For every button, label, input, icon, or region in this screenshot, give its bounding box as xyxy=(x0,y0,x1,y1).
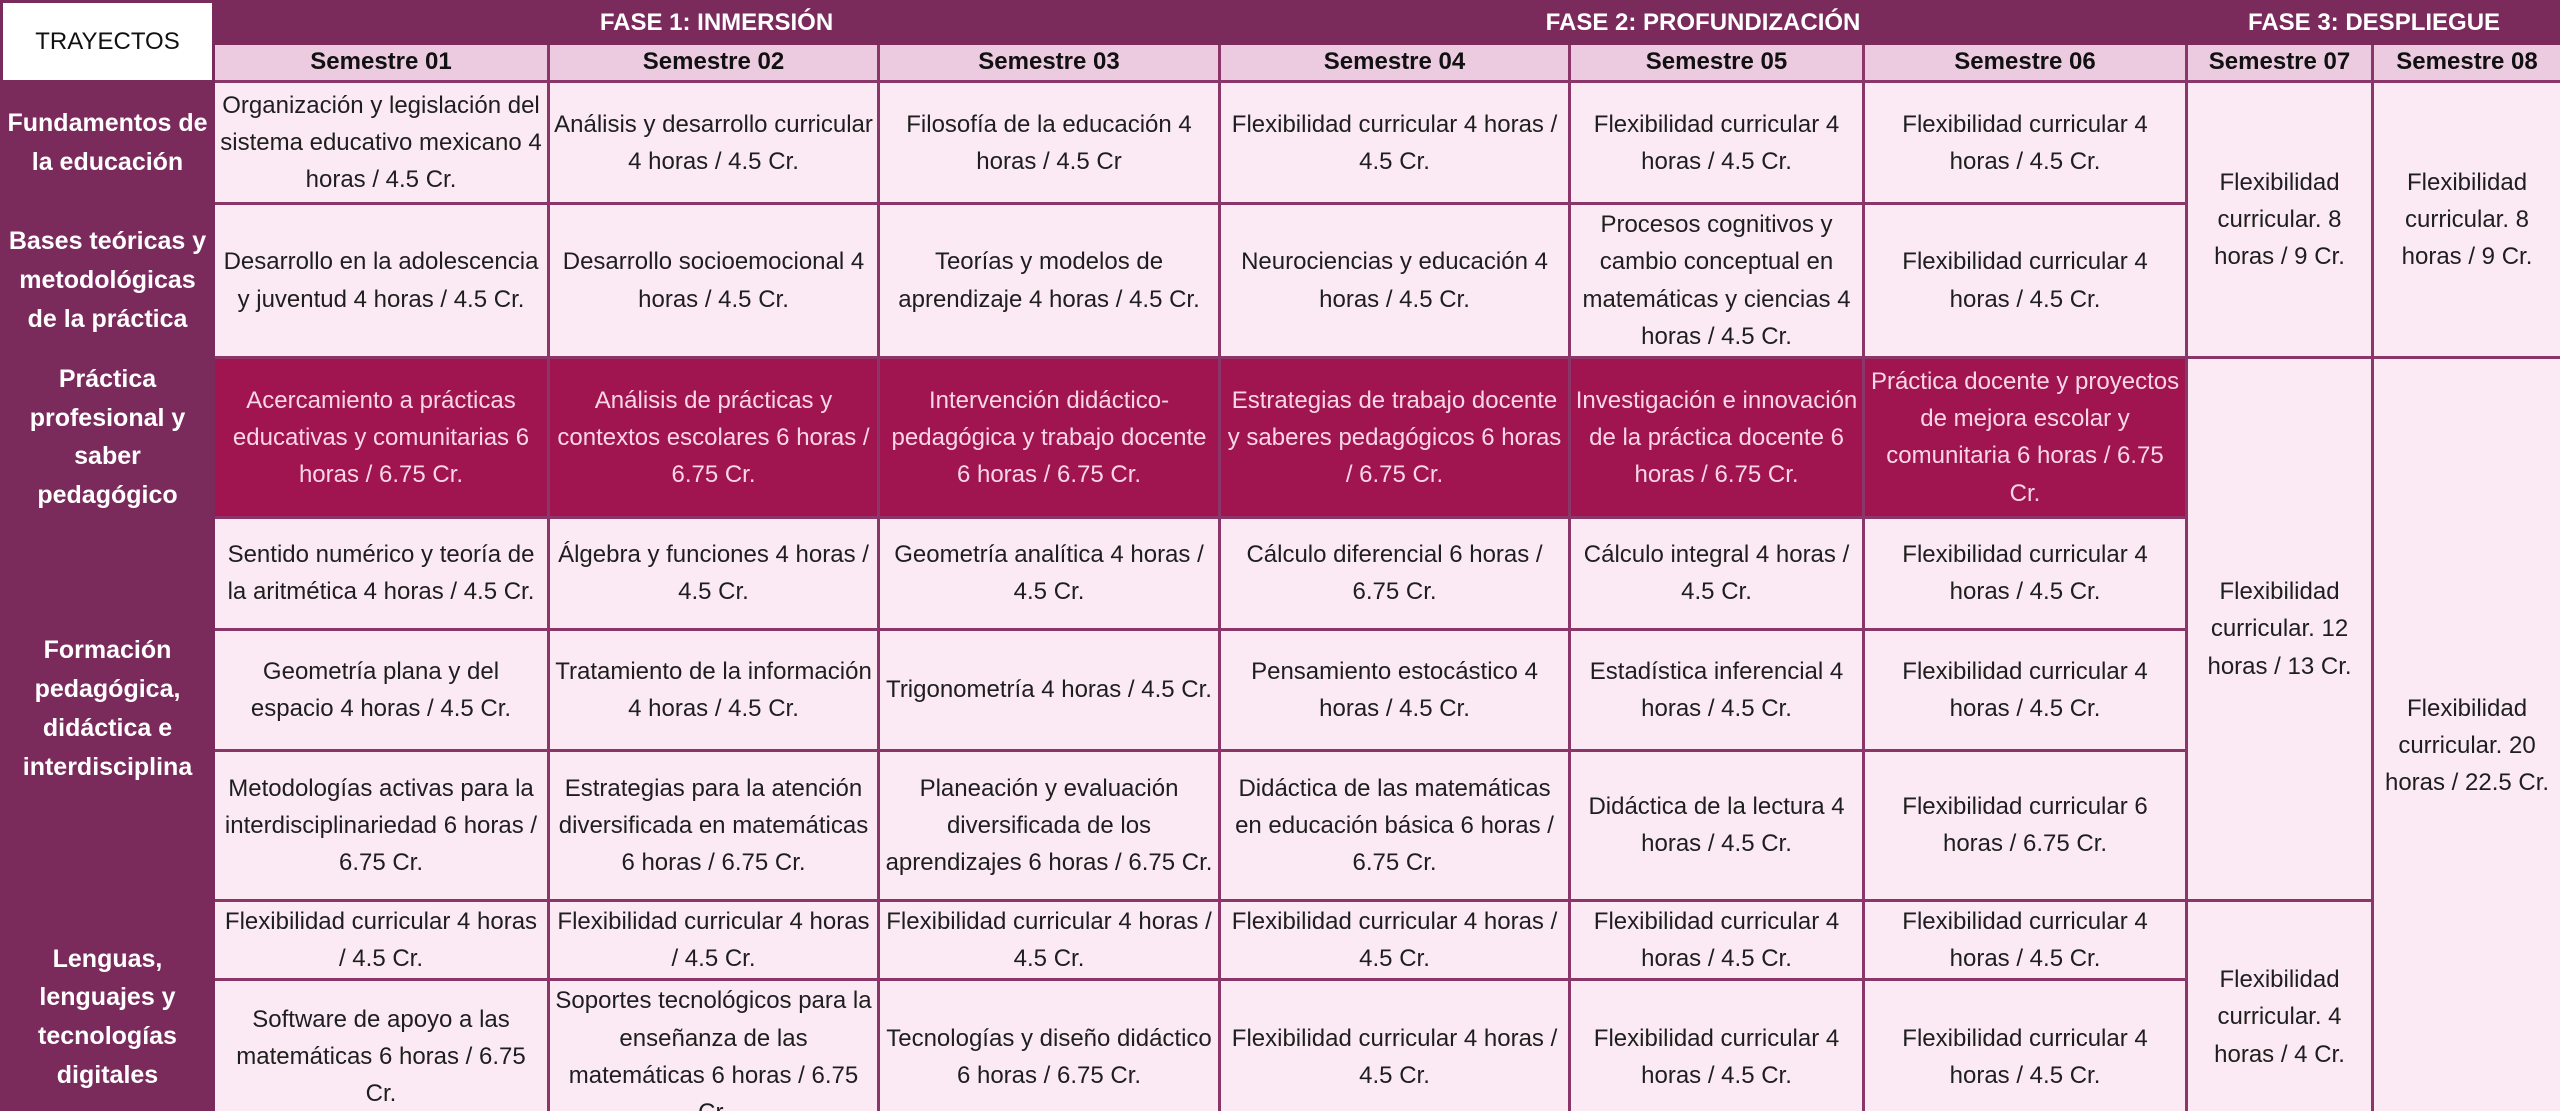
trayecto-label: Práctica profesional y saber pedagógico xyxy=(0,355,215,519)
course-cell: Flexibilidad curricular 4 horas / 4.5 Cr… xyxy=(1568,898,1866,982)
course-cell: Tratamiento de la información 4 horas / … xyxy=(547,627,880,752)
course-cell: Soportes tecnológicos para la enseñanza … xyxy=(547,978,880,1111)
course-cell: Estrategias de trabajo docente y saberes… xyxy=(1218,355,1572,519)
course-cell: Flexibilidad curricular 4 horas / 4.5 Cr… xyxy=(1862,898,2189,982)
flex-cell: Flexibilidad curricular. 12 horas / 13 C… xyxy=(2185,355,2375,902)
semester-header: Semestre 04 xyxy=(1218,42,1572,84)
course-cell: Flexibilidad curricular 4 horas / 4.5 Cr… xyxy=(1568,80,1866,206)
course-cell: Didáctica de las matemáticas en educació… xyxy=(1218,748,1572,902)
table-row: Software de apoyo a las matemáticas 6 ho… xyxy=(2,978,2560,1111)
flex-cell: Flexibilidad curricular. 20 horas / 22.5… xyxy=(2371,355,2560,1111)
table-row: Formación pedagógica, didáctica e interd… xyxy=(0,515,2560,902)
flex-cell: Flexibilidad curricular. 8 horas / 9 Cr. xyxy=(2185,80,2375,359)
table-row: Semestre 01 Semestre 02 Semestre 03 Semestr… xyxy=(2,42,2560,84)
semester-header: Semestre 01 xyxy=(212,42,550,84)
table-row: Lenguas, lenguajes y tecnologías digital… xyxy=(0,898,2560,1111)
course-cell: Flexibilidad curricular 4 horas / 4.5 Cr… xyxy=(1862,80,2189,206)
course-cell: Didáctica de la lectura 4 horas / 4.5 Cr… xyxy=(1568,748,1866,902)
table-row: Metodologías activas para la interdiscip… xyxy=(2,748,2560,902)
phase-title: FASE 2: PROFUNDIZACIÓN xyxy=(1218,0,2189,46)
course-cell: Organización y legislación del sistema e… xyxy=(212,80,550,206)
table-row: Fundamentos de la educación Organización … xyxy=(0,80,2560,359)
course-cell: Acercamiento a prácticas educativas y co… xyxy=(212,355,550,519)
course-cell: Flexibilidad curricular 4 horas / 4.5 Cr… xyxy=(1862,202,2189,359)
course-cell: Flexibilidad curricular 4 horas / 4.5 Cr… xyxy=(1862,515,2189,631)
course-cell: Desarrollo socioemocional 4 horas / 4.5 … xyxy=(547,202,880,359)
course-cell: Cálculo integral 4 horas / 4.5 Cr. xyxy=(1568,515,1866,631)
semester-header: Semestre 07 xyxy=(2185,42,2375,84)
course-cell: Investigación e innovación de la práctic… xyxy=(1568,355,1866,519)
course-cell: Sentido numérico y teoría de la aritméti… xyxy=(212,515,550,631)
semester-header: Semestre 05 xyxy=(1568,42,1866,84)
course-cell: Práctica docente y proyectos de mejora e… xyxy=(1862,355,2189,519)
course-cell: Procesos cognitivos y cambio conceptual … xyxy=(1568,202,1866,359)
course-cell: Flexibilidad curricular 4 horas / 4.5 Cr… xyxy=(547,898,880,982)
semester-header: Semestre 06 xyxy=(1862,42,2189,84)
course-cell: Planeación y evaluación diversificada de… xyxy=(876,748,1222,902)
course-cell: Flexibilidad curricular 4 horas / 4.5 Cr… xyxy=(1218,898,1572,982)
trayecto-label: Bases teóricas y metodológicas de la prá… xyxy=(0,202,215,359)
course-cell: Neurociencias y educación 4 horas / 4.5 … xyxy=(1218,202,1572,359)
phase-title: FASE 1: INMERSIÓN xyxy=(211,0,1222,46)
course-cell: Análisis de prácticas y contextos escola… xyxy=(547,355,880,519)
course-cell: Análisis y desarrollo curricular 4 horas… xyxy=(547,80,880,206)
course-cell: Desarrollo en la adolescencia y juventud… xyxy=(212,202,550,359)
course-cell: Flexibilidad curricular 4 horas / 4.5 Cr… xyxy=(1862,627,2189,752)
course-cell: Flexibilidad curricular 4 horas / 4.5 Cr… xyxy=(1862,978,2189,1111)
course-cell: Teorías y modelos de aprendizaje 4 horas… xyxy=(876,202,1222,359)
semester-header: Semestre 02 xyxy=(547,42,880,84)
course-cell: Estadística inferencial 4 horas / 4.5 Cr… xyxy=(1568,627,1866,752)
table-row: TRAYECTOS FASE 1: INMERSIÓN FASE 2: PROFUN… xyxy=(0,0,2560,84)
phase-title: FASE 3: DESPLIEGUE xyxy=(2185,0,2560,46)
trayecto-label: Lenguas, lenguajes y tecnologías digital… xyxy=(0,898,215,1111)
course-cell: Tecnologías y diseño didáctico 6 horas /… xyxy=(876,978,1222,1111)
course-cell: Metodologías activas para la interdiscip… xyxy=(212,748,550,902)
course-cell: Flexibilidad curricular 4 horas / 4.5 Cr… xyxy=(876,898,1222,982)
flex-cell: Flexibilidad curricular. 8 horas / 9 Cr. xyxy=(2371,80,2560,359)
course-cell: Flexibilidad curricular 6 horas / 6.75 C… xyxy=(1862,748,2189,902)
semester-header: Semestre 08 xyxy=(2371,42,2560,84)
table-row: Bases teóricas y metodológicas de la prá… xyxy=(0,202,2560,359)
semester-header: Semestre 03 xyxy=(876,42,1222,84)
course-cell: Álgebra y funciones 4 horas / 4.5 Cr. xyxy=(547,515,880,631)
table-row: Geometría plana y del espacio 4 horas / … xyxy=(2,627,2560,752)
course-cell: Software de apoyo a las matemáticas 6 ho… xyxy=(212,978,550,1111)
course-cell: Estrategias para la atención diversifica… xyxy=(547,748,880,902)
trayecto-label: Fundamentos de la educación xyxy=(0,80,215,206)
course-cell: Geometría plana y del espacio 4 horas / … xyxy=(212,627,550,752)
course-cell: Flexibilidad curricular 4 horas / 4.5 Cr… xyxy=(1568,978,1866,1111)
course-cell: Trigonometría 4 horas / 4.5 Cr. xyxy=(876,627,1222,752)
table-row: Práctica profesional y saber pedagógico A… xyxy=(0,355,2560,1111)
course-cell: Intervención didáctico-pedagógica y trab… xyxy=(876,355,1222,519)
corner-label: TRAYECTOS xyxy=(0,0,215,84)
course-cell: Filosofía de la educación 4 horas / 4.5 … xyxy=(876,80,1222,206)
trayecto-label: Formación pedagógica, didáctica e interd… xyxy=(0,515,215,902)
course-cell: Geometría analítica 4 horas / 4.5 Cr. xyxy=(876,515,1222,631)
course-cell: Flexibilidad curricular 4 horas / 4.5 Cr… xyxy=(1218,978,1572,1111)
course-cell: Flexibilidad curricular 4 horas / 4.5 Cr… xyxy=(1218,80,1572,206)
course-cell: Flexibilidad curricular 4 horas / 4.5 Cr… xyxy=(212,898,550,982)
course-cell: Cálculo diferencial 6 horas / 6.75 Cr. xyxy=(1218,515,1572,631)
flex-cell: Flexibilidad curricular. 4 horas / 4 Cr. xyxy=(2185,898,2375,1111)
course-cell: Pensamiento estocástico 4 horas / 4.5 Cr… xyxy=(1218,627,1572,752)
